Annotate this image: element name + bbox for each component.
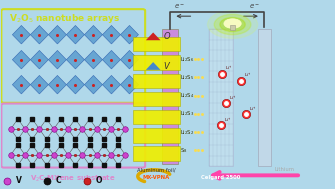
- Polygon shape: [12, 50, 30, 69]
- Polygon shape: [84, 50, 103, 69]
- Text: C: C: [56, 176, 61, 185]
- FancyBboxPatch shape: [133, 128, 180, 143]
- Polygon shape: [12, 75, 30, 94]
- FancyBboxPatch shape: [133, 55, 180, 70]
- FancyBboxPatch shape: [230, 25, 235, 30]
- Circle shape: [208, 11, 258, 38]
- FancyBboxPatch shape: [162, 29, 178, 164]
- Circle shape: [220, 17, 245, 32]
- Text: Li$_2$S$_2$: Li$_2$S$_2$: [180, 128, 195, 137]
- Text: $e^-$: $e^-$: [249, 2, 260, 11]
- FancyBboxPatch shape: [133, 37, 180, 51]
- Polygon shape: [121, 75, 138, 94]
- Circle shape: [214, 14, 251, 35]
- Polygon shape: [146, 62, 160, 70]
- Polygon shape: [146, 33, 160, 40]
- Polygon shape: [48, 26, 66, 44]
- Polygon shape: [66, 26, 84, 44]
- Text: V: V: [16, 176, 21, 185]
- Text: S$_8$: S$_8$: [180, 146, 188, 155]
- FancyBboxPatch shape: [133, 74, 180, 88]
- Text: Li$^+$: Li$^+$: [244, 72, 252, 79]
- Text: O: O: [96, 176, 102, 185]
- Text: Li$^+$: Li$^+$: [229, 94, 237, 102]
- Text: Lithium: Lithium: [274, 167, 294, 172]
- FancyBboxPatch shape: [133, 146, 180, 161]
- Polygon shape: [84, 26, 103, 44]
- Polygon shape: [48, 75, 66, 94]
- FancyBboxPatch shape: [133, 92, 180, 106]
- Polygon shape: [66, 75, 84, 94]
- Polygon shape: [66, 50, 84, 69]
- Text: Li$^+$: Li$^+$: [223, 116, 231, 124]
- FancyBboxPatch shape: [133, 110, 180, 124]
- Circle shape: [224, 19, 241, 28]
- Text: Li$_2$S$_5$: Li$_2$S$_5$: [180, 73, 195, 82]
- Text: Li$^+$: Li$^+$: [249, 105, 257, 113]
- Polygon shape: [30, 26, 48, 44]
- Polygon shape: [12, 26, 30, 44]
- Text: Aluminum foil/: Aluminum foil/: [136, 168, 175, 173]
- FancyArrowPatch shape: [213, 172, 298, 179]
- Text: V: V: [163, 62, 169, 71]
- Text: $e^-$: $e^-$: [175, 2, 186, 11]
- Polygon shape: [30, 75, 48, 94]
- Text: V$_2$O$_5$ nanotube arrays: V$_2$O$_5$ nanotube arrays: [9, 12, 121, 26]
- Polygon shape: [121, 50, 138, 69]
- Polygon shape: [30, 50, 48, 69]
- Text: V$_2$C-MXene substrate: V$_2$C-MXene substrate: [30, 174, 116, 184]
- Polygon shape: [121, 26, 138, 44]
- Polygon shape: [103, 50, 121, 69]
- Text: MX-VPNA: MX-VPNA: [142, 175, 170, 180]
- Text: Li$^+$: Li$^+$: [225, 64, 233, 72]
- Text: O: O: [163, 32, 170, 41]
- Polygon shape: [103, 26, 121, 44]
- Polygon shape: [48, 50, 66, 69]
- Polygon shape: [103, 75, 121, 94]
- FancyBboxPatch shape: [258, 29, 271, 166]
- Text: Celgard 2500: Celgard 2500: [201, 175, 241, 180]
- Text: Li$_2$S$_4$: Li$_2$S$_4$: [180, 91, 195, 100]
- Text: Li$_2$S$_3$: Li$_2$S$_3$: [180, 109, 195, 119]
- FancyBboxPatch shape: [209, 29, 232, 166]
- Text: Li$_2$S$_6$: Li$_2$S$_6$: [180, 55, 195, 64]
- Polygon shape: [84, 75, 103, 94]
